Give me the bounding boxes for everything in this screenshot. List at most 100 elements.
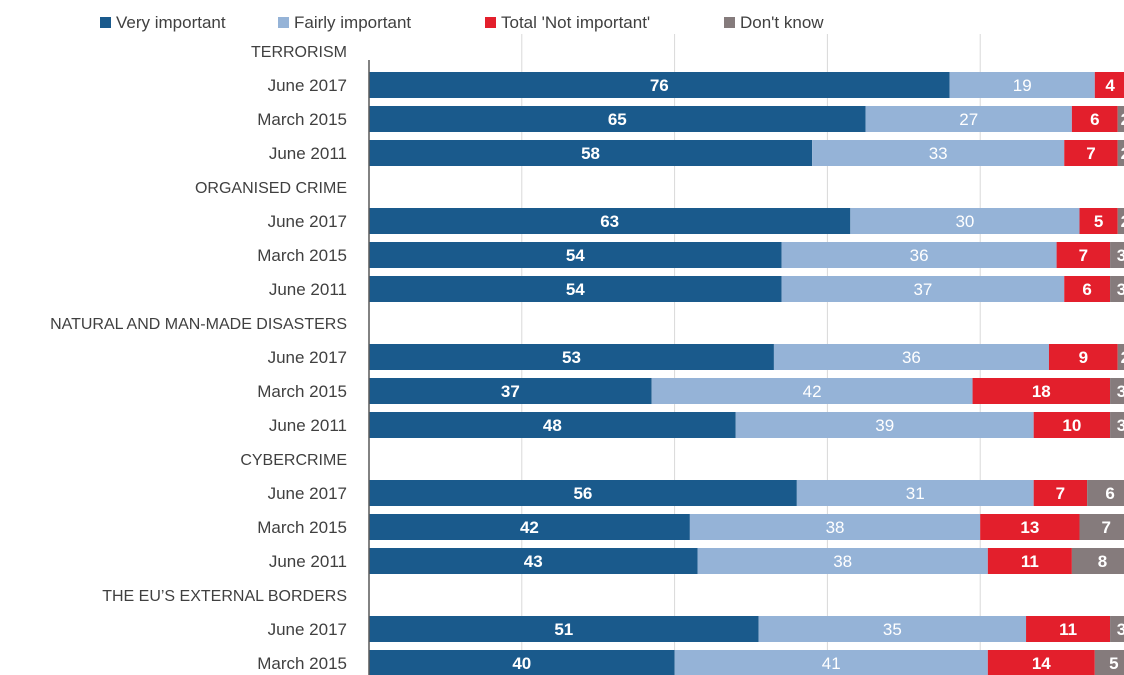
bar-segment	[369, 480, 797, 506]
data-label: 33	[929, 144, 948, 163]
legend-swatch	[278, 17, 289, 28]
bar-segment	[1110, 616, 1124, 642]
group-title: NATURAL AND MAN-MADE DISASTERS	[50, 316, 347, 333]
group-title: THE EU’S EXTERNAL BORDERS	[102, 588, 347, 605]
legend-label: Don't know	[740, 13, 824, 32]
data-label: 10	[1062, 416, 1081, 435]
bar-segment	[369, 548, 698, 574]
data-label: 53	[562, 348, 581, 367]
data-label: 31	[906, 484, 925, 503]
row-label: March 2015	[257, 246, 347, 265]
data-label: 6	[1105, 484, 1114, 503]
bar-segment	[781, 242, 1057, 268]
data-label: 54	[566, 246, 585, 265]
row-label: March 2015	[257, 654, 347, 673]
data-label: 13	[1020, 518, 1039, 537]
data-label: 39	[875, 416, 894, 435]
bar-segment	[1079, 208, 1118, 234]
data-label: 2	[1121, 348, 1124, 367]
bar-segment	[1110, 242, 1124, 268]
bar-segment	[1094, 72, 1124, 98]
data-label: 7	[1086, 144, 1095, 163]
legend: Very important Fairly important Total 'Not…	[100, 13, 824, 32]
data-label: 2	[1121, 212, 1124, 231]
data-label: 7	[1102, 518, 1111, 537]
bar-segment	[1117, 344, 1124, 370]
bar-segment	[972, 378, 1111, 404]
data-label: 48	[543, 416, 562, 435]
bar-segment	[697, 548, 988, 574]
bar-segment	[689, 514, 981, 540]
data-label: 11	[1021, 552, 1039, 571]
data-label: 40	[512, 654, 531, 673]
bar-segment	[1117, 140, 1124, 166]
data-label: 3	[1117, 416, 1124, 435]
bar-segment	[369, 514, 690, 540]
bar-segment	[1048, 344, 1118, 370]
bar-segment	[674, 650, 988, 675]
bar-segment	[369, 412, 736, 438]
data-label: 2	[1121, 144, 1124, 163]
data-label: 51	[554, 620, 573, 639]
row-label: June 2011	[269, 552, 347, 571]
bar-segment	[812, 140, 1065, 166]
row-label: June 2017	[268, 348, 347, 367]
data-label: 37	[501, 382, 520, 401]
bar-segment	[369, 106, 866, 132]
legend-label: Very important	[116, 13, 226, 32]
row-label: June 2011	[269, 144, 347, 163]
data-label: 54	[566, 280, 585, 299]
data-label: 3	[1117, 280, 1124, 299]
group-title: TERRORISM	[251, 44, 347, 61]
data-label: 3	[1117, 246, 1124, 265]
bar-segment	[758, 616, 1027, 642]
bar-segment	[1079, 514, 1124, 540]
data-label: 36	[910, 246, 929, 265]
bar-segment	[735, 412, 1034, 438]
legend-swatch	[100, 17, 111, 28]
data-label: 42	[803, 382, 822, 401]
bar-segment	[1117, 208, 1124, 234]
group-title: CYBERCRIME	[240, 452, 347, 469]
bar-segment	[369, 276, 782, 302]
data-label: 4	[1105, 76, 1115, 95]
data-label: 65	[608, 110, 627, 129]
bar-segment	[1117, 106, 1124, 132]
bar-segment	[369, 650, 675, 675]
bar-segment	[1071, 548, 1124, 574]
bar-segment	[987, 650, 1095, 675]
bar-segment	[1033, 412, 1111, 438]
bar-segment	[796, 480, 1034, 506]
bar-segment	[369, 242, 782, 268]
group-title: ORGANISED CRIME	[195, 180, 347, 197]
bar-segment	[369, 72, 950, 98]
data-label: 58	[581, 144, 600, 163]
bar-segment	[1056, 242, 1111, 268]
bar-segment	[865, 106, 1072, 132]
data-label: 36	[902, 348, 921, 367]
bar-segment	[949, 72, 1095, 98]
data-label: 43	[524, 552, 543, 571]
data-label: 37	[913, 280, 932, 299]
data-label: 2	[1121, 110, 1124, 129]
bar-segment	[369, 378, 652, 404]
data-label: 41	[822, 654, 841, 673]
bar-segment	[1064, 140, 1118, 166]
legend-swatch	[724, 17, 735, 28]
data-label: 19	[1013, 76, 1032, 95]
bar-segment	[1026, 616, 1111, 642]
data-label: 9	[1079, 348, 1088, 367]
data-label: 76	[650, 76, 669, 95]
data-label: 38	[833, 552, 852, 571]
bar-segment	[980, 514, 1080, 540]
bar-segment	[1110, 412, 1124, 438]
data-label: 14	[1032, 654, 1051, 673]
row-label: June 2017	[268, 212, 347, 231]
row-label: March 2015	[257, 110, 347, 129]
bar-segment	[1071, 106, 1118, 132]
bar-segment	[651, 378, 973, 404]
data-label: 5	[1109, 654, 1118, 673]
bar-segment	[987, 548, 1072, 574]
bar-segment	[850, 208, 1080, 234]
